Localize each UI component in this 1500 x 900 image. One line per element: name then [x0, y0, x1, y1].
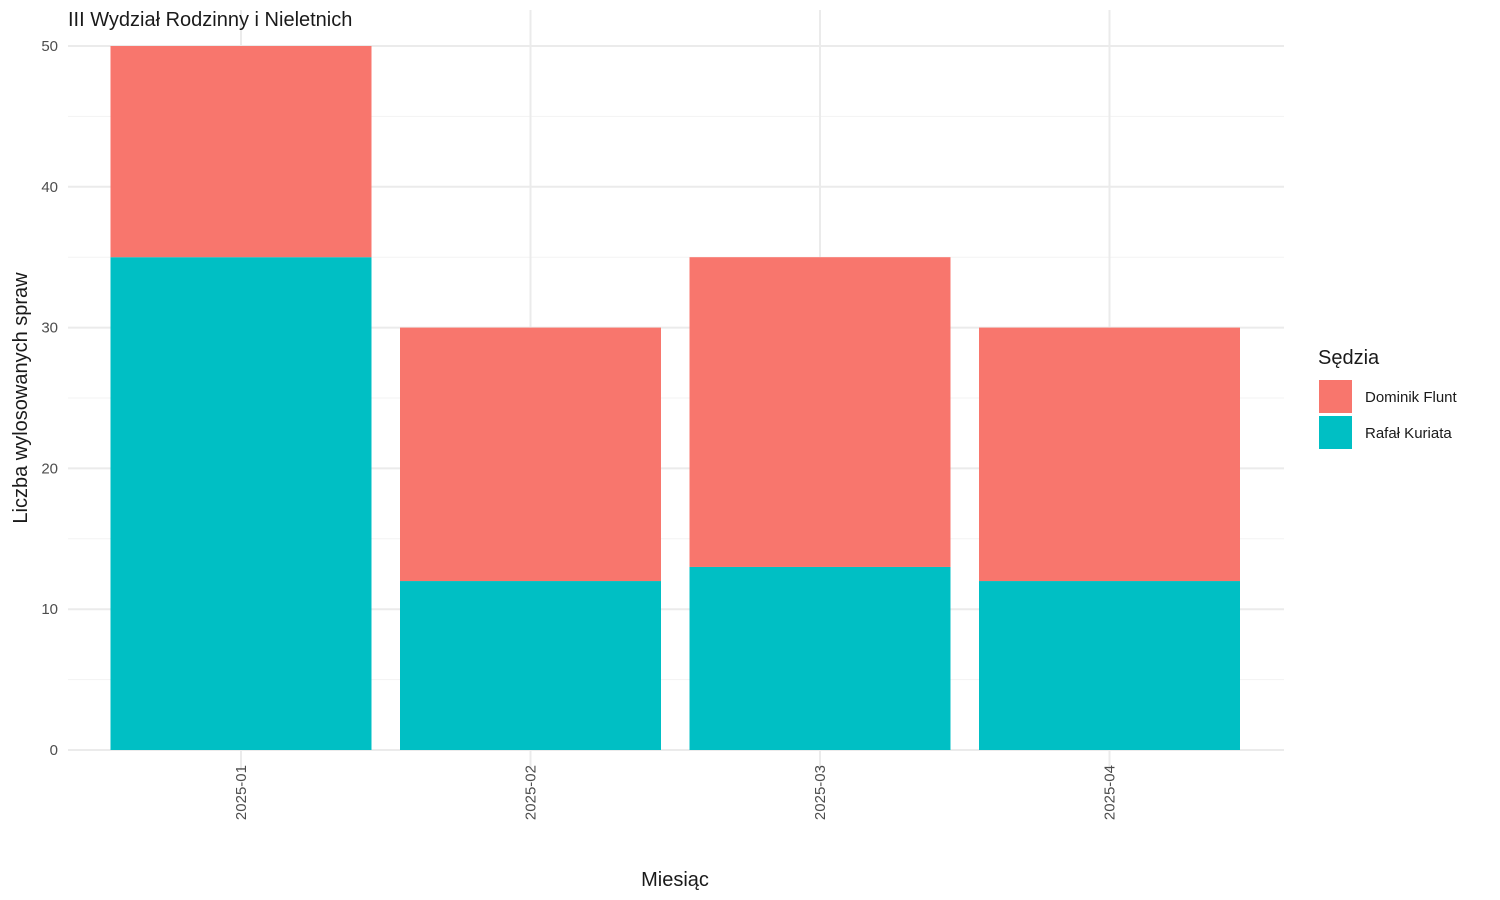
- x-axis-title: Miesiąc: [641, 869, 709, 891]
- bar-2025-02-rafał-kuriata: [400, 581, 661, 750]
- legend-key: [1319, 380, 1352, 413]
- bars: [110, 46, 1240, 750]
- bar-2025-01-rafał-kuriata: [110, 257, 372, 750]
- legend: Sędzia Dominik Flunt Rafał Kuriata: [1318, 347, 1458, 449]
- chart-title: III Wydział Rodzinny i Nieletnich: [68, 9, 352, 31]
- y-axis-ticks: 0 10 20 30 40 50: [41, 38, 58, 759]
- legend-title: Sędzia: [1318, 347, 1380, 369]
- bar-2025-03-rafał-kuriata: [689, 566, 951, 750]
- y-tick-label: 10: [41, 601, 58, 618]
- legend-key: [1319, 416, 1352, 449]
- y-tick-label: 50: [41, 38, 58, 55]
- bar-2025-03-dominik-flunt: [689, 257, 951, 567]
- y-tick-label: 20: [41, 460, 58, 477]
- bar-2025-04-rafał-kuriata: [979, 581, 1240, 750]
- y-tick-label: 0: [50, 742, 58, 759]
- bar-2025-01-dominik-flunt: [110, 46, 372, 258]
- bar-2025-04-dominik-flunt: [979, 327, 1240, 582]
- bar-2025-02-dominik-flunt: [400, 327, 661, 582]
- x-tick-label: 2025-01: [233, 765, 250, 820]
- y-tick-label: 30: [41, 320, 58, 337]
- legend-label: Dominik Flunt: [1365, 389, 1458, 406]
- x-tick-label: 2025-03: [812, 765, 829, 820]
- y-tick-label: 40: [41, 179, 58, 196]
- x-axis-ticks: 2025-01 2025-02 2025-03 2025-04: [233, 765, 1119, 820]
- x-tick-label: 2025-02: [523, 765, 540, 820]
- legend-label: Rafał Kuriata: [1365, 425, 1452, 442]
- x-tick-label: 2025-04: [1102, 765, 1119, 820]
- y-axis-title: Liczba wylosowanych spraw: [10, 272, 32, 524]
